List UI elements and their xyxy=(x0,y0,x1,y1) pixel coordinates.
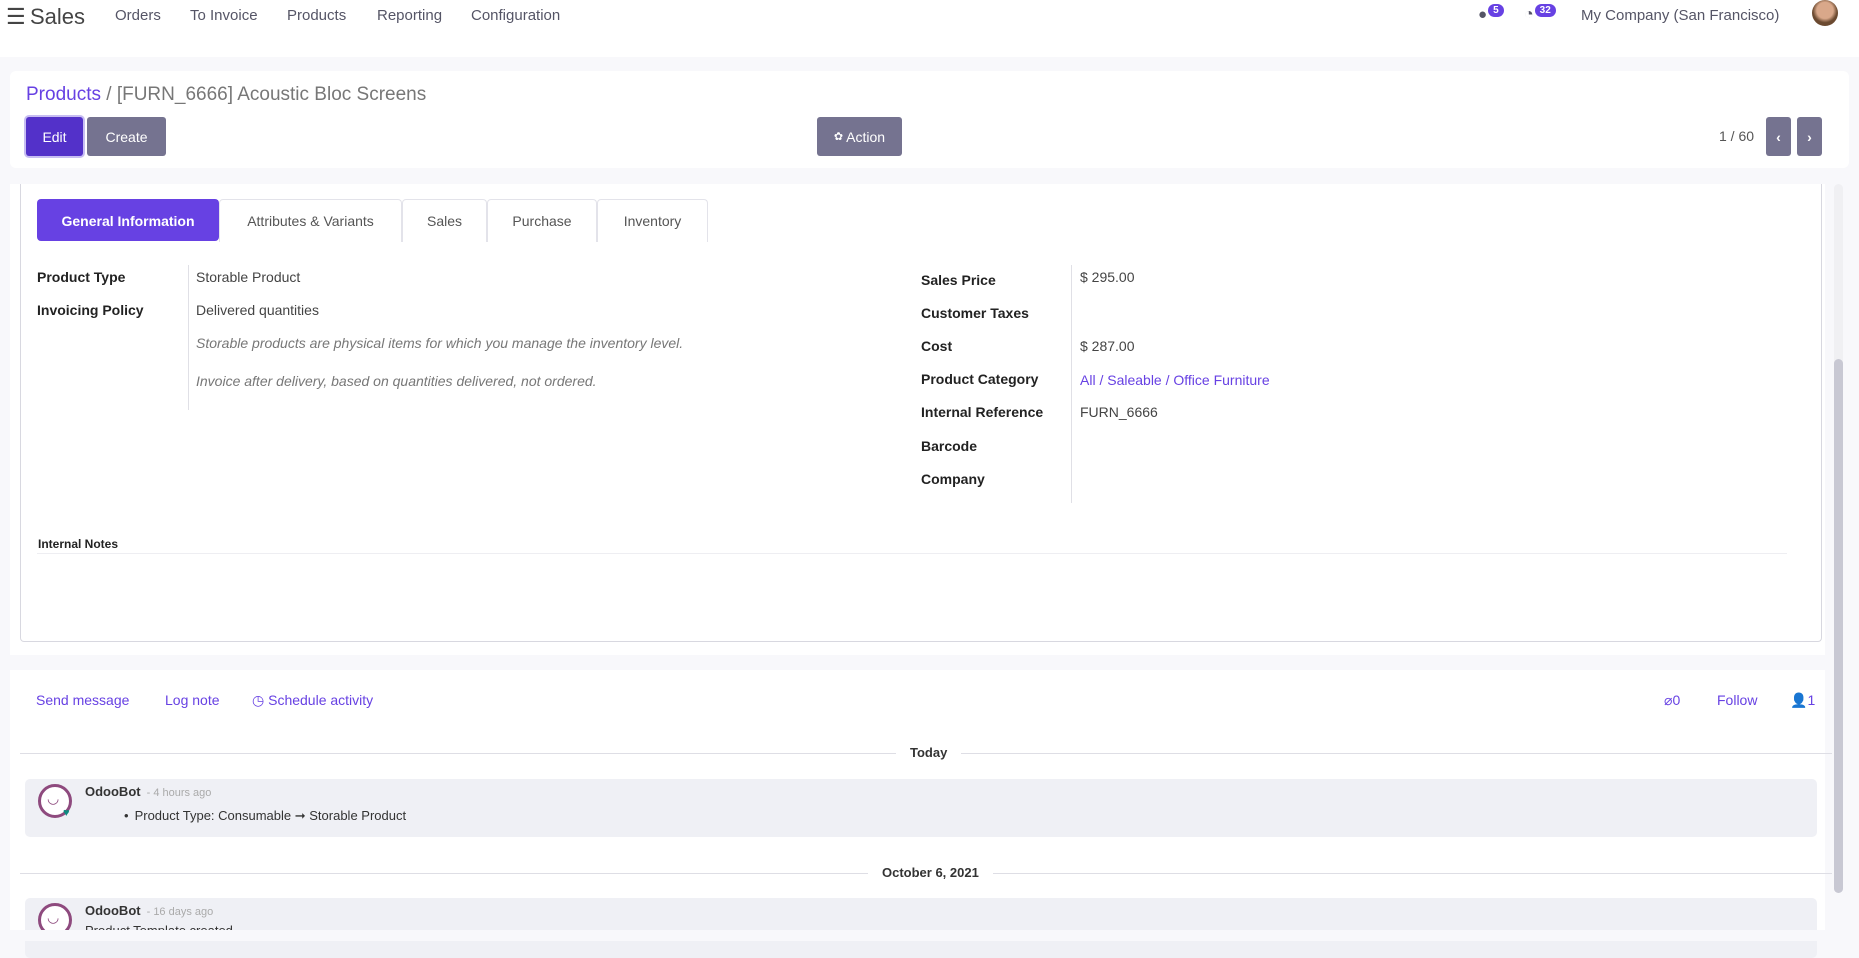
form-sheet xyxy=(20,184,1822,642)
message-time: - 4 hours ago xyxy=(146,787,212,799)
user-icon: 👤 xyxy=(1790,692,1808,708)
date-label: Today xyxy=(896,745,962,760)
message-time: - 16 days ago xyxy=(146,906,214,918)
user-avatar[interactable] xyxy=(1812,0,1838,26)
message-author[interactable]: OdooBot xyxy=(85,903,141,918)
chevron-left-icon: ‹ xyxy=(1776,128,1781,145)
create-button[interactable]: Create xyxy=(87,117,166,156)
control-panel: Products / [FURN_6666] Acoustic Bloc Scr… xyxy=(10,71,1849,168)
internal-notes-label: Internal Notes xyxy=(38,537,119,551)
internal-notes-divider xyxy=(37,553,1787,554)
product-type-label: Product Type xyxy=(37,269,126,285)
messages-menu[interactable]: ● 5 xyxy=(1478,4,1504,23)
message: ◡ ♥ OdooBot - 4 hours ago • Product Type… xyxy=(25,779,1817,837)
tab-sales[interactable]: Sales xyxy=(402,199,487,242)
log-note-button[interactable]: Log note xyxy=(165,692,220,708)
cost-label: Cost xyxy=(921,338,953,354)
field-separator xyxy=(1071,265,1072,503)
chevron-right-icon: › xyxy=(1807,128,1812,145)
sales-price-label: Sales Price xyxy=(921,272,996,288)
clock-icon: ◷ xyxy=(252,692,265,708)
cost-value[interactable]: $ 287.00 xyxy=(1080,338,1135,354)
customer-taxes-label: Customer Taxes xyxy=(921,305,1029,321)
scrollbar-track[interactable] xyxy=(1834,184,1843,893)
internal-reference-label: Internal Reference xyxy=(921,404,1044,420)
pager-previous-button[interactable]: ‹ xyxy=(1766,117,1791,156)
sales-price-value[interactable]: $ 295.00 xyxy=(1080,269,1135,285)
menu-configuration[interactable]: Configuration xyxy=(471,7,561,24)
activities-badge: 32 xyxy=(1534,4,1556,17)
scrollbar-thumb[interactable] xyxy=(1834,359,1843,893)
follow-button[interactable]: Follow xyxy=(1717,692,1758,708)
field-separator xyxy=(188,265,189,410)
message-header: OdooBot - 16 days ago xyxy=(85,903,213,918)
invoicing-policy-label: Invoicing Policy xyxy=(37,302,144,318)
company-label: Company xyxy=(921,471,985,487)
page-bottom xyxy=(0,930,1859,941)
message: ◡ OdooBot - 16 days ago Product Template… xyxy=(25,898,1817,958)
product-category-link[interactable]: All / Saleable / Office Furniture xyxy=(1080,372,1270,388)
chat-icon[interactable]: ● xyxy=(1478,6,1488,23)
barcode-label: Barcode xyxy=(921,438,978,454)
tab-purchase[interactable]: Purchase xyxy=(487,199,597,242)
edit-button[interactable]: Edit xyxy=(26,117,83,156)
tab-attributes-variants[interactable]: Attributes & Variants xyxy=(219,199,402,242)
company-switcher[interactable]: My Company (San Francisco) xyxy=(1581,7,1780,24)
message-body-line: • Product Type: Consumable ➞ Storable Pr… xyxy=(124,808,407,823)
menu-products[interactable]: Products xyxy=(287,7,347,24)
breadcrumb-current: [FURN_6666] Acoustic Bloc Screens xyxy=(116,84,427,105)
schedule-activity-label: Schedule activity xyxy=(268,692,374,708)
menu-icon[interactable]: ☰ xyxy=(6,4,26,29)
top-navbar: ☰ Sales Orders To Invoice Products Repor… xyxy=(0,0,1859,57)
tab-inventory[interactable]: Inventory xyxy=(597,199,708,242)
online-heart-icon: ♥ xyxy=(63,807,70,819)
attachments-button[interactable]: ⌀0 xyxy=(1664,692,1680,709)
internal-reference-value[interactable]: FURN_6666 xyxy=(1080,404,1158,420)
invoicing-policy-help: Invoice after delivery, based on quantit… xyxy=(196,373,597,389)
product-category-label: Product Category xyxy=(921,371,1039,387)
invoicing-policy-value[interactable]: Delivered quantities xyxy=(196,302,319,318)
date-label: October 6, 2021 xyxy=(868,865,993,880)
message-header: OdooBot - 4 hours ago xyxy=(85,784,211,799)
paperclip-icon: ⌀ xyxy=(1664,692,1673,708)
pager-value[interactable]: 1 / 60 xyxy=(1719,128,1755,144)
send-message-button[interactable]: Send message xyxy=(36,692,130,708)
product-type-value[interactable]: Storable Product xyxy=(196,269,301,285)
menu-to-invoice[interactable]: To Invoice xyxy=(190,7,258,24)
schedule-activity-button[interactable]: ◷ Schedule activity xyxy=(252,692,373,709)
app-name[interactable]: Sales xyxy=(30,4,86,29)
chatter: Send message Log note ◷ Schedule activit… xyxy=(10,670,1832,958)
breadcrumb: Products / [FURN_6666] Acoustic Bloc Scr… xyxy=(26,84,426,106)
odoobot-avatar: ◡ xyxy=(38,784,72,818)
action-button[interactable]: ✿ Action xyxy=(817,117,902,156)
breadcrumb-products[interactable]: Products xyxy=(26,84,101,105)
followers-count: 1 xyxy=(1807,692,1816,708)
product-type-help: Storable products are physical items for… xyxy=(196,335,684,351)
message-author[interactable]: OdooBot xyxy=(85,784,141,799)
attachments-count: 0 xyxy=(1672,692,1681,708)
menu-orders[interactable]: Orders xyxy=(115,7,161,24)
activities-menu[interactable]: ◔ 32 xyxy=(1524,4,1556,23)
action-label: Action xyxy=(846,128,886,145)
tab-general-information[interactable]: General Information xyxy=(37,199,219,241)
message-body: Product Type: Consumable ➞ Storable Prod… xyxy=(134,808,407,823)
clock-icon[interactable]: ◔ xyxy=(1524,6,1534,23)
pager-next-button[interactable]: › xyxy=(1797,117,1822,156)
menu-reporting[interactable]: Reporting xyxy=(377,7,443,24)
messages-badge: 5 xyxy=(1488,4,1504,17)
followers-button[interactable]: 👤1 xyxy=(1790,692,1815,709)
breadcrumb-separator: / xyxy=(106,84,112,105)
gear-icon: ✿ xyxy=(833,131,844,143)
